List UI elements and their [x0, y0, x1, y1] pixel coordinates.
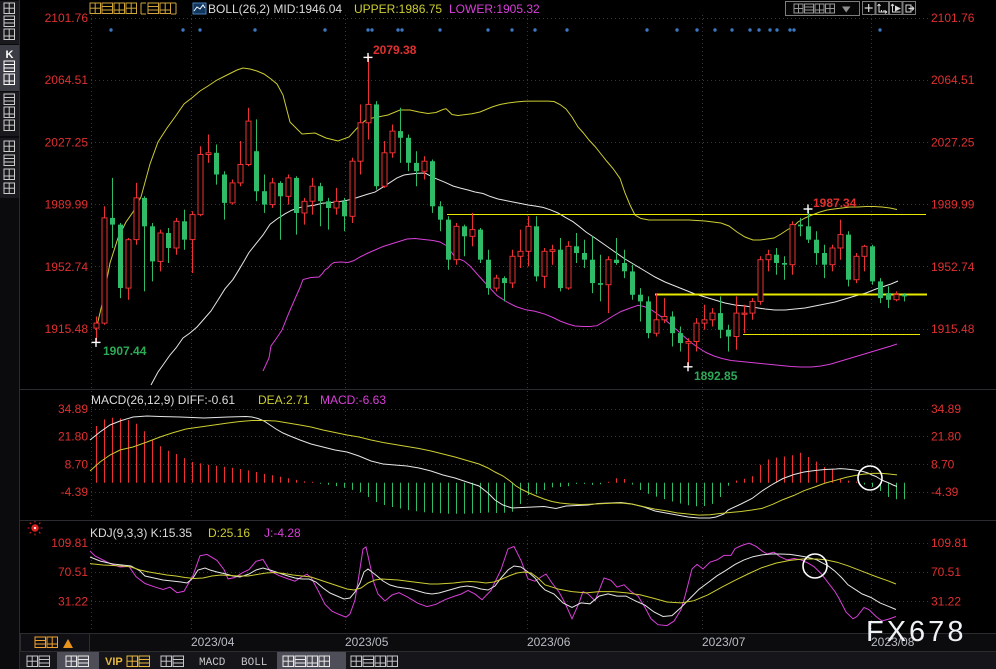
svg-text:2027.25: 2027.25 — [931, 135, 975, 149]
svg-text:31.22: 31.22 — [58, 594, 88, 608]
svg-text:70.51: 70.51 — [58, 565, 88, 579]
svg-text:2101.76: 2101.76 — [45, 11, 89, 25]
svg-text:FX678: FX678 — [866, 616, 966, 648]
svg-text:J:-4.28: J:-4.28 — [264, 526, 301, 540]
svg-text:8.70: 8.70 — [65, 457, 89, 471]
svg-text:1952.74: 1952.74 — [931, 260, 975, 274]
svg-text:34.89: 34.89 — [931, 402, 961, 416]
svg-text:2079.38: 2079.38 — [373, 43, 417, 57]
svg-text:21.80: 21.80 — [58, 430, 88, 444]
svg-text:LOWER:1905.32: LOWER:1905.32 — [449, 2, 540, 16]
svg-text:K: K — [6, 49, 14, 61]
svg-text:DEA:2.71: DEA:2.71 — [258, 393, 310, 407]
svg-text:1987.34: 1987.34 — [813, 196, 857, 210]
svg-text:KDJ(9,3,3) K:15.35: KDJ(9,3,3) K:15.35 — [90, 526, 192, 540]
svg-text:BOLL: BOLL — [241, 657, 267, 669]
svg-text:VIP: VIP — [105, 656, 123, 668]
svg-text:1915.48: 1915.48 — [931, 322, 975, 336]
svg-text:MACD: MACD — [199, 657, 226, 669]
svg-text:109.81: 109.81 — [51, 536, 88, 550]
svg-text:2023/08: 2023/08 — [871, 635, 915, 649]
svg-text:21.80: 21.80 — [931, 430, 961, 444]
svg-text:2023/05: 2023/05 — [345, 635, 389, 649]
svg-text:8.70: 8.70 — [931, 457, 955, 471]
svg-text:34.89: 34.89 — [58, 402, 88, 416]
svg-text:1915.48: 1915.48 — [45, 322, 89, 336]
svg-text:1989.99: 1989.99 — [45, 198, 89, 212]
svg-text:109.81: 109.81 — [931, 536, 968, 550]
svg-text:31.22: 31.22 — [931, 594, 961, 608]
svg-text:1892.85: 1892.85 — [694, 369, 738, 383]
svg-text:MACD:-6.63: MACD:-6.63 — [320, 393, 386, 407]
svg-text:2023/06: 2023/06 — [527, 635, 571, 649]
svg-text:2023/07: 2023/07 — [702, 635, 746, 649]
svg-text:BOLL(26,2) MID:1946.04: BOLL(26,2) MID:1946.04 — [208, 2, 342, 16]
svg-text:1952.74: 1952.74 — [45, 260, 89, 274]
svg-text:2027.25: 2027.25 — [45, 135, 89, 149]
svg-text:2101.76: 2101.76 — [931, 11, 975, 25]
svg-text:1907.44: 1907.44 — [103, 344, 147, 358]
svg-text:MACD(26,12,9) DIFF:-0.61: MACD(26,12,9) DIFF:-0.61 — [91, 393, 235, 407]
svg-text:70.51: 70.51 — [931, 565, 961, 579]
svg-text:2064.51: 2064.51 — [931, 73, 975, 87]
svg-text:-4.39: -4.39 — [931, 485, 959, 499]
svg-text:1989.99: 1989.99 — [931, 198, 975, 212]
svg-text:2064.51: 2064.51 — [45, 73, 89, 87]
svg-text:-4.39: -4.39 — [61, 485, 89, 499]
svg-text:UPPER:1986.75: UPPER:1986.75 — [354, 2, 442, 16]
svg-text:2023/04: 2023/04 — [191, 635, 235, 649]
svg-text:D:25.16: D:25.16 — [208, 526, 250, 540]
